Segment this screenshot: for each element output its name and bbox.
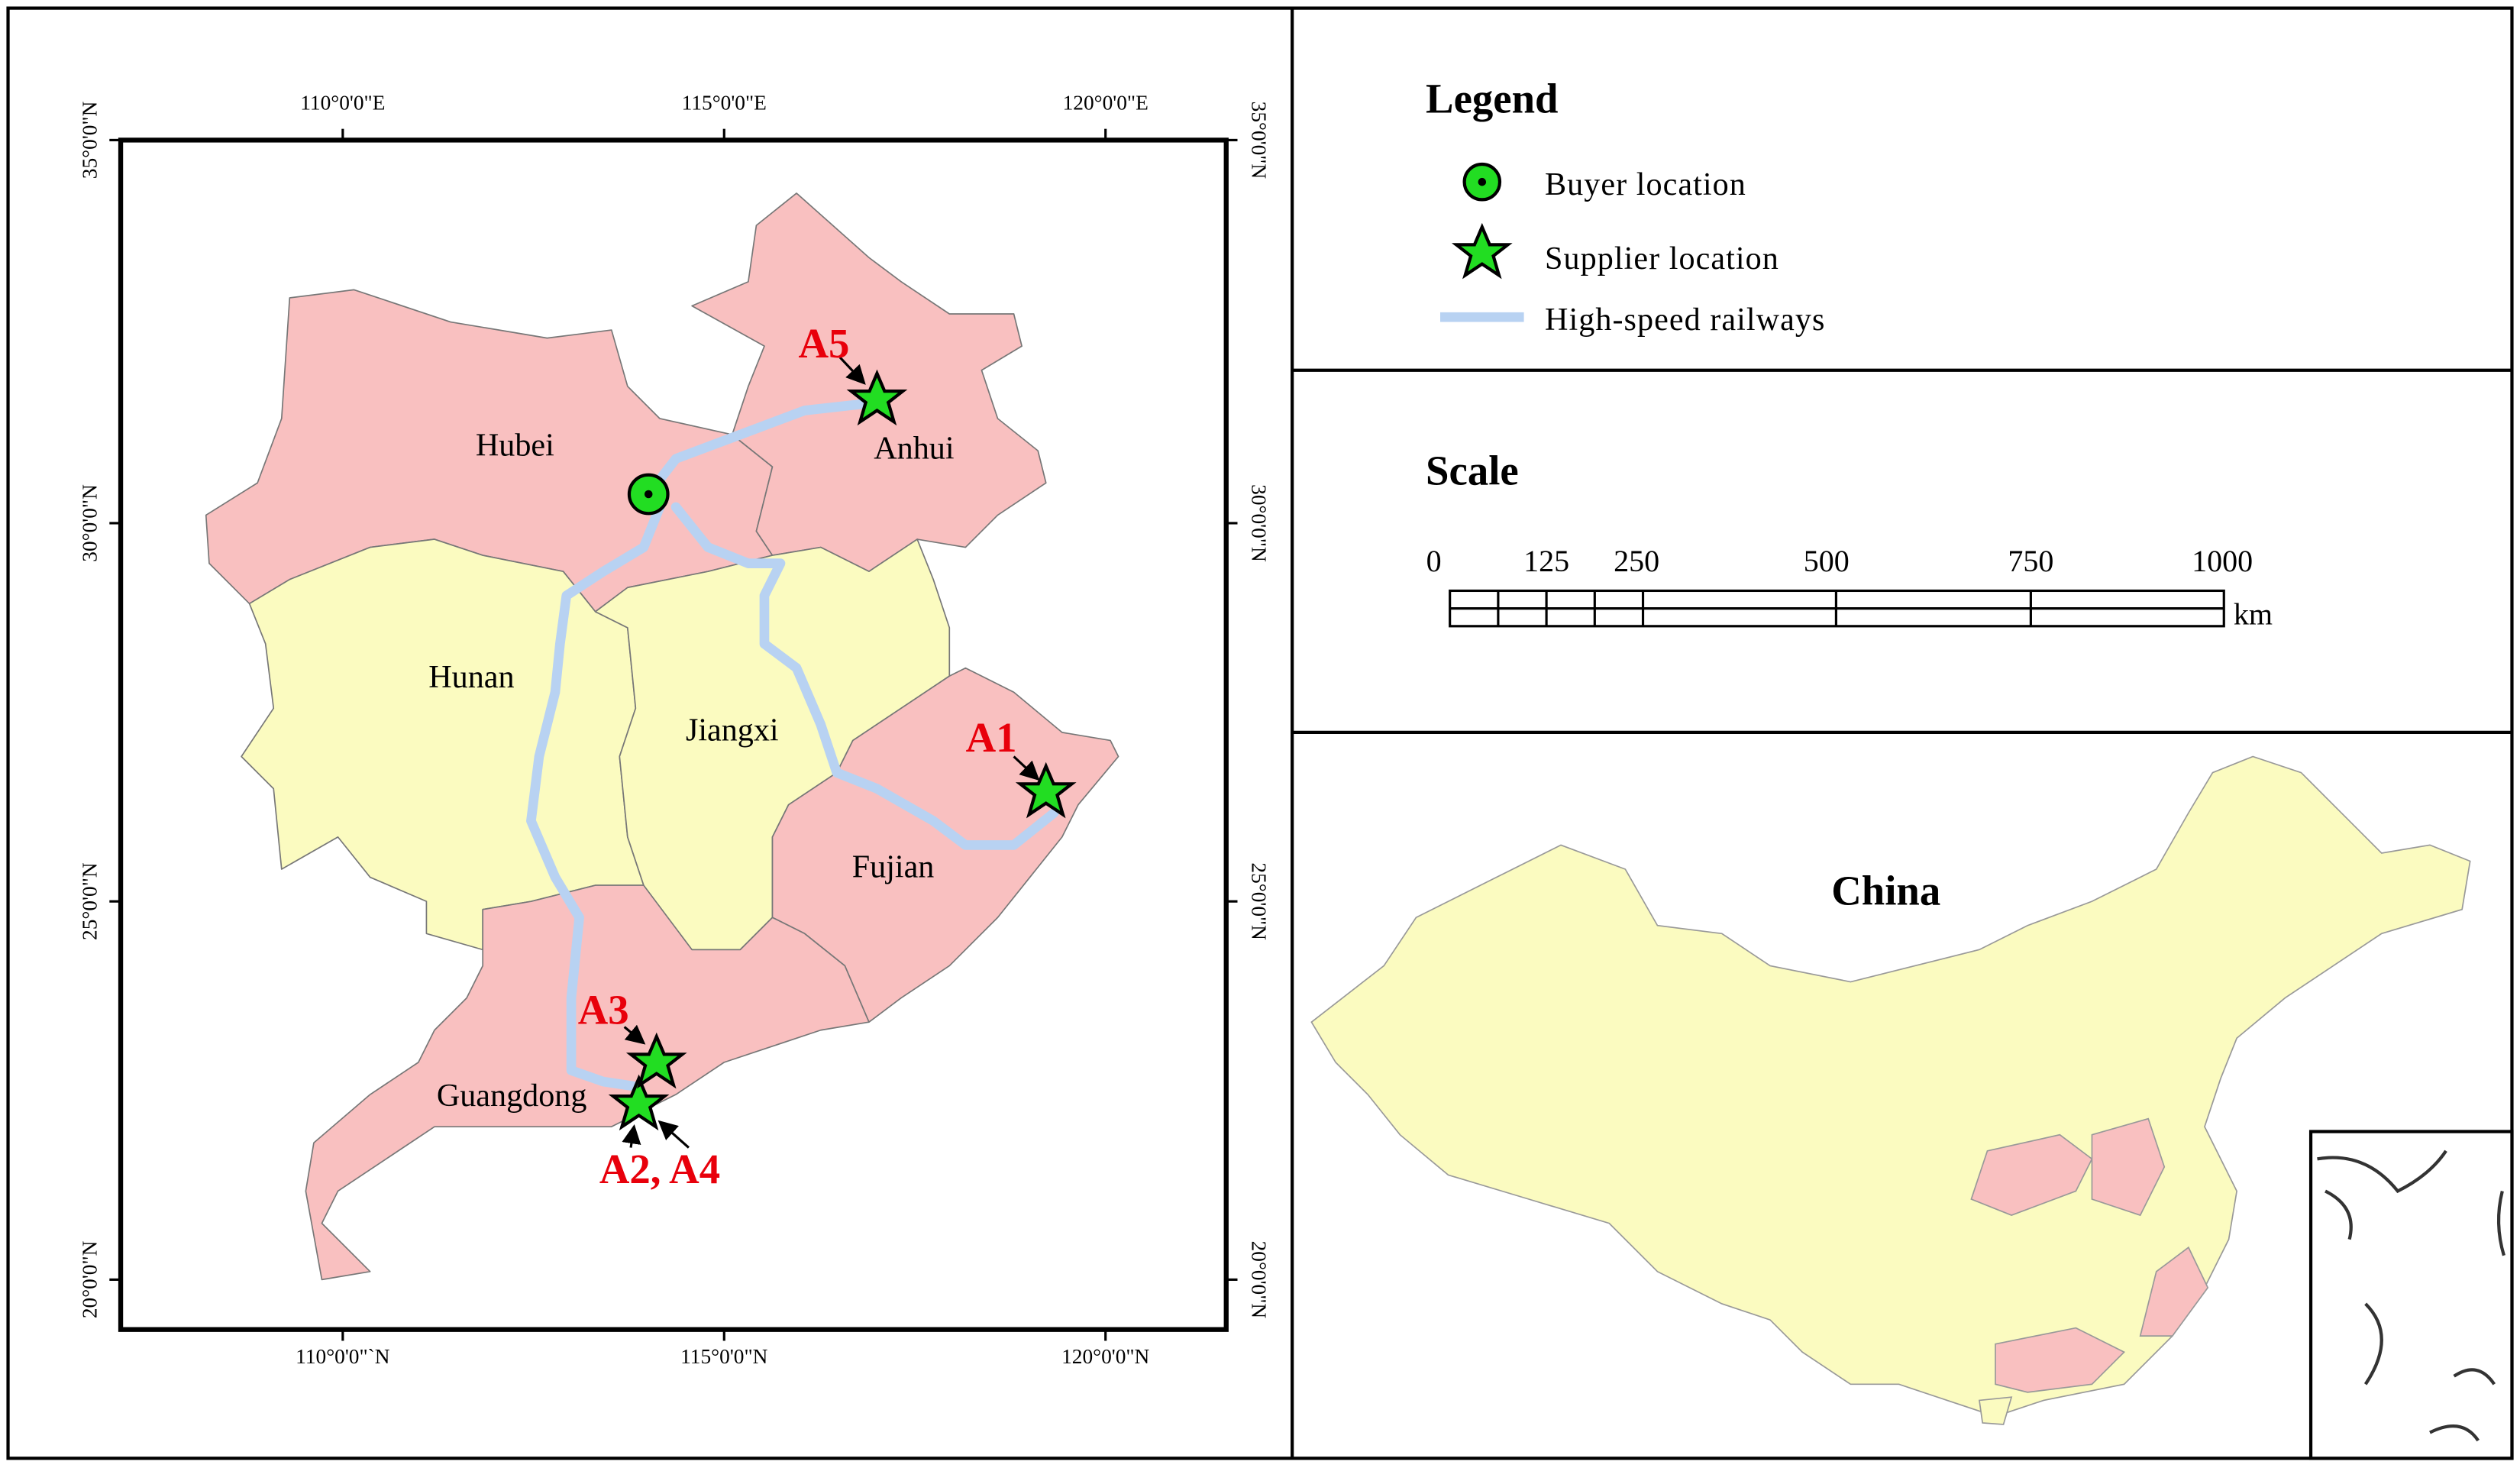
scale-unit: km [2234, 597, 2273, 632]
arrow [657, 1120, 690, 1149]
railway [643, 397, 882, 500]
inset-map: China [1310, 755, 2514, 1460]
buyer-marker [627, 473, 670, 516]
legend-item: High-speed railways [1545, 302, 1825, 338]
tick-label: 25°0'0"N [1247, 862, 1270, 940]
arrow [838, 356, 866, 385]
tick-label: 120°0'0"E [1063, 91, 1149, 114]
scale-label: 1000 [2192, 544, 2253, 578]
province-label: Guangdong [437, 1078, 587, 1114]
scale-bar: Scale 0 125 250 500 750 1000 km [1426, 447, 2273, 631]
tick-label: 20°0'0"N [1247, 1241, 1270, 1319]
province-label: Hubei [476, 427, 554, 463]
tick-label: 35°0'0"N [1247, 102, 1270, 179]
scale-label: 0 [1426, 544, 1442, 578]
inset-box [2308, 1130, 2514, 1460]
arrow [622, 1124, 641, 1148]
tick-label: 30°0'0"N [78, 484, 101, 562]
tick-label: 20°0'0"N [78, 1240, 101, 1318]
legend-item: Supplier location [1545, 241, 1779, 276]
tick-label: 110°0'0"E [300, 91, 385, 114]
tick-label: 120°0'0"N [1061, 1345, 1149, 1368]
site-label: A1 [966, 714, 1017, 761]
scale-label: 125 [1523, 544, 1569, 578]
scale-title: Scale [1426, 447, 1519, 493]
scale-label: 500 [1804, 544, 1850, 578]
legend-title: Legend [1426, 76, 1558, 122]
province-label: Jiangxi [686, 712, 779, 748]
tick-label: 35°0'0"N [78, 101, 101, 179]
province-label: Hunan [428, 659, 514, 695]
inset-title: China [1831, 867, 1940, 913]
tick-label: 115°0'0"E [682, 91, 767, 114]
tick-label: 25°0'0"N [78, 862, 101, 940]
railway [526, 502, 665, 1091]
railway [670, 502, 1059, 850]
scale-label: 250 [1614, 544, 1659, 578]
site-label: A3 [578, 986, 629, 1033]
arrow [623, 1024, 646, 1045]
inset-highlight [1970, 1133, 2093, 1216]
legend-item: Buyer location [1545, 167, 1746, 202]
tick-label: 30°0'0"N [1247, 484, 1270, 562]
main-map: Hubei Anhui Hunan Jiangxi Fujian Guangdo… [78, 91, 1270, 1368]
legend: Legend Buyer location Supplier location … [1426, 76, 1825, 338]
scale-label: 750 [2008, 544, 2053, 578]
province-fujian [771, 667, 1119, 1023]
province-label: Anhui [874, 431, 954, 467]
site-label: A2, A4 [599, 1146, 720, 1192]
tick-label: 115°0'0"N [680, 1345, 767, 1368]
inset-highlight [2091, 1117, 2166, 1217]
inset-highlight [2139, 1246, 2209, 1337]
inset-highlight [1995, 1327, 2126, 1393]
province-label: Fujian [852, 849, 935, 885]
province-guangdong [305, 884, 870, 1281]
province-anhui [691, 192, 1047, 573]
tick-label: 110°0'0"`N [296, 1345, 390, 1368]
arrow [1013, 755, 1040, 781]
site-label: A5 [798, 320, 849, 367]
